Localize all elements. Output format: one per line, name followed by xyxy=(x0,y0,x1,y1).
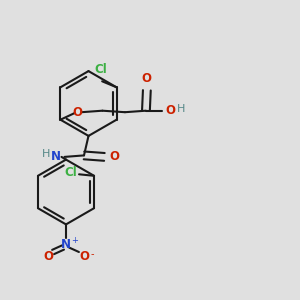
Text: O: O xyxy=(79,250,89,263)
Text: N: N xyxy=(51,150,61,164)
Text: Cl: Cl xyxy=(65,166,78,179)
Text: +: + xyxy=(71,236,78,245)
Text: O: O xyxy=(43,250,53,263)
Text: O: O xyxy=(165,104,176,117)
Text: O: O xyxy=(109,150,119,164)
Text: N: N xyxy=(61,238,71,251)
Text: Cl: Cl xyxy=(94,63,107,76)
Text: -: - xyxy=(91,249,94,259)
Text: H: H xyxy=(177,104,185,114)
Text: O: O xyxy=(72,106,82,119)
Text: H: H xyxy=(42,149,50,159)
Text: O: O xyxy=(142,73,152,85)
